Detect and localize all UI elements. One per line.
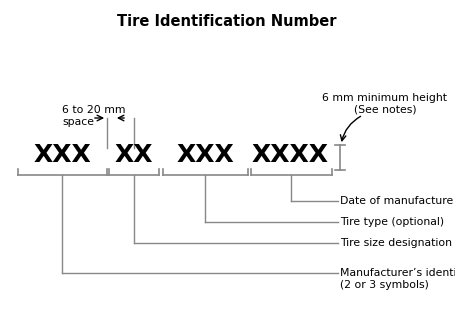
Text: Date of manufacture: Date of manufacture xyxy=(340,196,453,206)
Text: Tire size designation: Tire size designation xyxy=(340,238,452,248)
Text: XXX: XXX xyxy=(33,143,91,167)
Text: XXX: XXX xyxy=(176,143,234,167)
Text: 6 to 20 mm
space: 6 to 20 mm space xyxy=(62,105,126,127)
Text: Manufacturer’s identification
(2 or 3 symbols): Manufacturer’s identification (2 or 3 sy… xyxy=(340,268,455,290)
Text: Tire type (optional): Tire type (optional) xyxy=(340,217,444,227)
Text: Tire Identification Number: Tire Identification Number xyxy=(117,14,337,29)
Text: 6 mm minimum height
(See notes): 6 mm minimum height (See notes) xyxy=(323,93,448,115)
Text: XX: XX xyxy=(115,143,153,167)
Text: XXXX: XXXX xyxy=(252,143,329,167)
